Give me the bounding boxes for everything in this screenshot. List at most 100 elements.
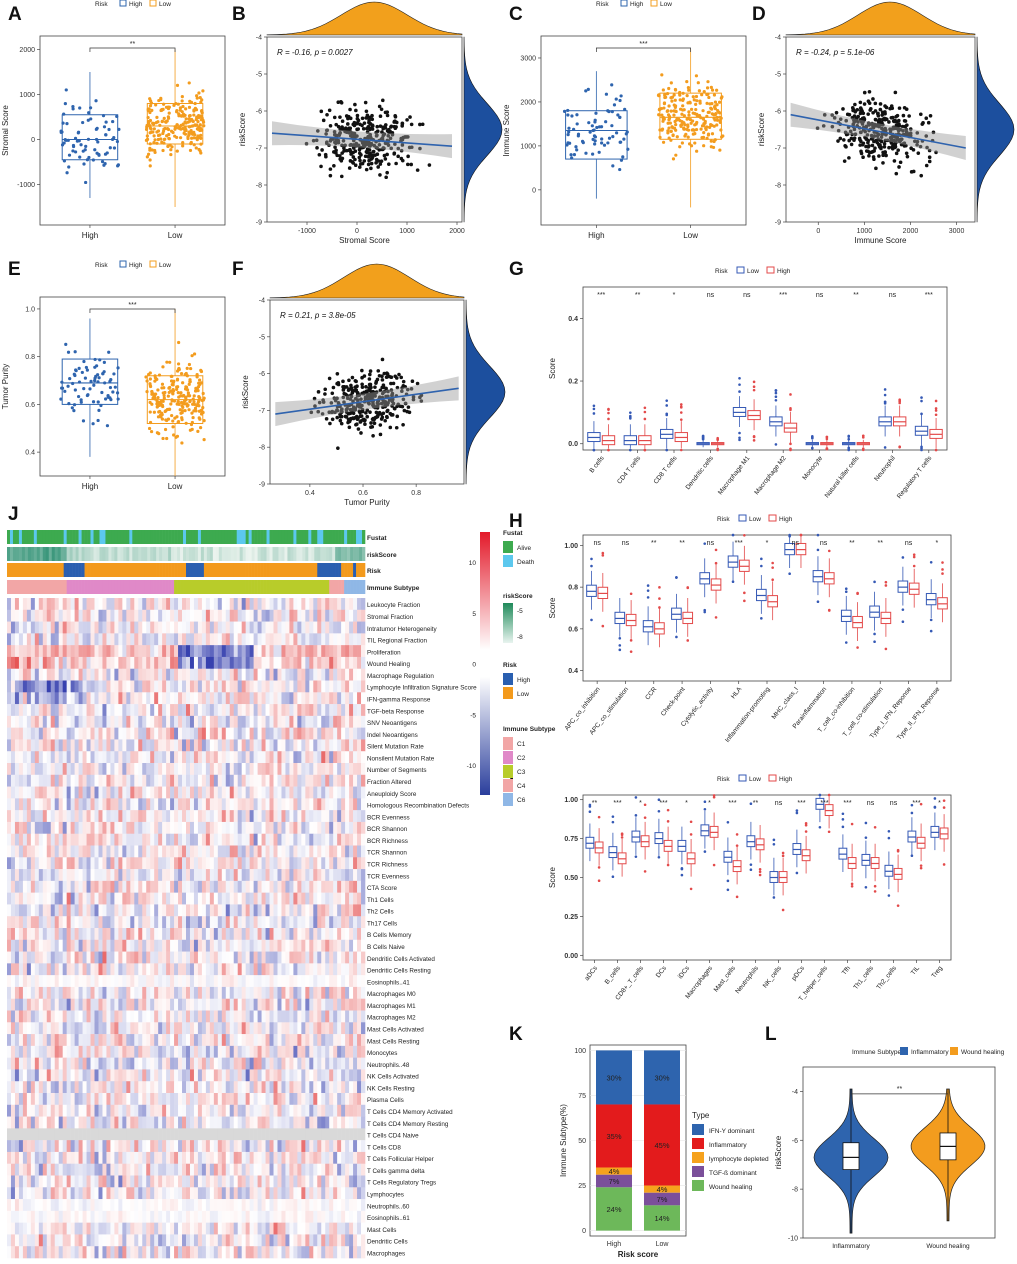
outlier-point	[597, 866, 601, 869]
heatmap-cell	[217, 763, 223, 776]
data-point	[405, 118, 409, 122]
outlier-point	[620, 833, 624, 837]
heatmap-cell	[102, 633, 107, 646]
heatmap-cell	[38, 715, 44, 728]
heatmap-cell	[301, 656, 306, 670]
data-point	[375, 377, 380, 382]
heatmap-cell	[150, 786, 155, 799]
heatmap-cell	[122, 798, 127, 811]
heatmap-cell	[146, 786, 151, 799]
heatmap-cell	[78, 609, 83, 622]
heatmap-cell	[305, 692, 310, 705]
fustat-cell	[341, 530, 345, 544]
significance-bracket	[89, 47, 176, 52]
data-point	[333, 145, 337, 149]
riskscore-cell	[132, 547, 136, 561]
heatmap-cell	[78, 656, 83, 670]
heatmap-cell	[217, 656, 223, 670]
heatmap-cell	[337, 798, 342, 811]
heatmap-cell	[281, 727, 286, 740]
subtype-cell	[87, 580, 91, 594]
heatmap-cell	[154, 633, 159, 646]
box	[61, 114, 119, 161]
heatmap-cell	[361, 680, 366, 693]
data-point	[67, 153, 72, 157]
fustat-cell	[308, 530, 312, 544]
heatmap-cell	[321, 786, 326, 799]
heatmap-cell	[26, 680, 32, 693]
data-point	[406, 154, 410, 159]
data-point	[705, 86, 710, 90]
heatmap-cell	[126, 774, 131, 787]
subtype-cell	[12, 580, 17, 594]
heatmap-cell	[7, 763, 12, 776]
subtype-cell	[153, 580, 157, 594]
heatmap-cell	[209, 598, 215, 611]
data-point	[383, 110, 388, 115]
heatmap-cell	[178, 774, 183, 787]
heatmap-cell	[50, 692, 56, 705]
data-point	[574, 145, 578, 149]
data-point	[186, 136, 190, 141]
heatmap-cell	[265, 621, 270, 634]
heatmap-cell	[257, 786, 262, 799]
heatmap-cell	[249, 751, 254, 764]
data-point	[192, 400, 196, 404]
risk-cell	[230, 563, 235, 577]
outlier-point	[611, 875, 615, 878]
heatmap-cell	[150, 645, 155, 658]
heatmap-cell	[337, 715, 342, 728]
heatmap-cell	[86, 621, 91, 634]
heatmap-cell	[293, 798, 298, 811]
data-point	[702, 90, 706, 94]
data-point	[196, 388, 200, 393]
heatmap-cell	[325, 727, 330, 740]
heatmap-cell	[14, 668, 20, 681]
heatmap-cell	[162, 715, 167, 728]
riskscore-cell	[129, 547, 133, 561]
fustat-cell	[108, 530, 112, 544]
heatmap-cell	[126, 609, 131, 622]
fustat-cell	[162, 530, 166, 544]
fustat-cell	[293, 530, 297, 544]
data-point	[928, 114, 933, 118]
data-point	[873, 109, 878, 113]
heatmap-cell	[241, 680, 246, 693]
heatmap-cell	[10, 645, 16, 658]
data-point	[381, 125, 385, 129]
subtype-cell	[242, 580, 246, 594]
y-tick-label: 1.00	[564, 543, 578, 550]
subtype-cell	[308, 580, 312, 594]
risk-cell	[263, 563, 267, 577]
heatmap-cell	[241, 798, 246, 811]
heatmap-cell	[285, 810, 290, 823]
riskscore-cell	[186, 547, 190, 561]
heatmap-cell	[18, 692, 24, 705]
heatmap-cell	[265, 786, 270, 799]
data-point	[681, 104, 685, 108]
data-point	[600, 141, 604, 145]
heatmap-cell	[269, 704, 274, 717]
heatmap-cell	[18, 810, 24, 823]
data-point	[314, 138, 319, 143]
heatmap-cell	[126, 786, 131, 799]
data-point	[587, 121, 591, 125]
heatmap-cell	[178, 680, 183, 693]
heatmap-cell	[98, 763, 103, 776]
heatmap-cell	[269, 680, 274, 693]
significance-label: *	[685, 800, 688, 807]
panel-label-e: E	[8, 259, 21, 280]
data-point	[116, 163, 120, 167]
riskscore-cell	[48, 547, 53, 561]
fustat-cell	[24, 530, 29, 544]
heatmap-cell	[281, 621, 286, 634]
heatmap-cell	[293, 810, 298, 823]
outlier-point	[634, 814, 638, 817]
data-point	[368, 384, 373, 389]
data-point	[197, 116, 201, 120]
riskscore-cell	[329, 547, 333, 561]
data-point	[161, 436, 165, 441]
data-point	[595, 125, 599, 130]
heatmap-cell	[54, 715, 60, 728]
